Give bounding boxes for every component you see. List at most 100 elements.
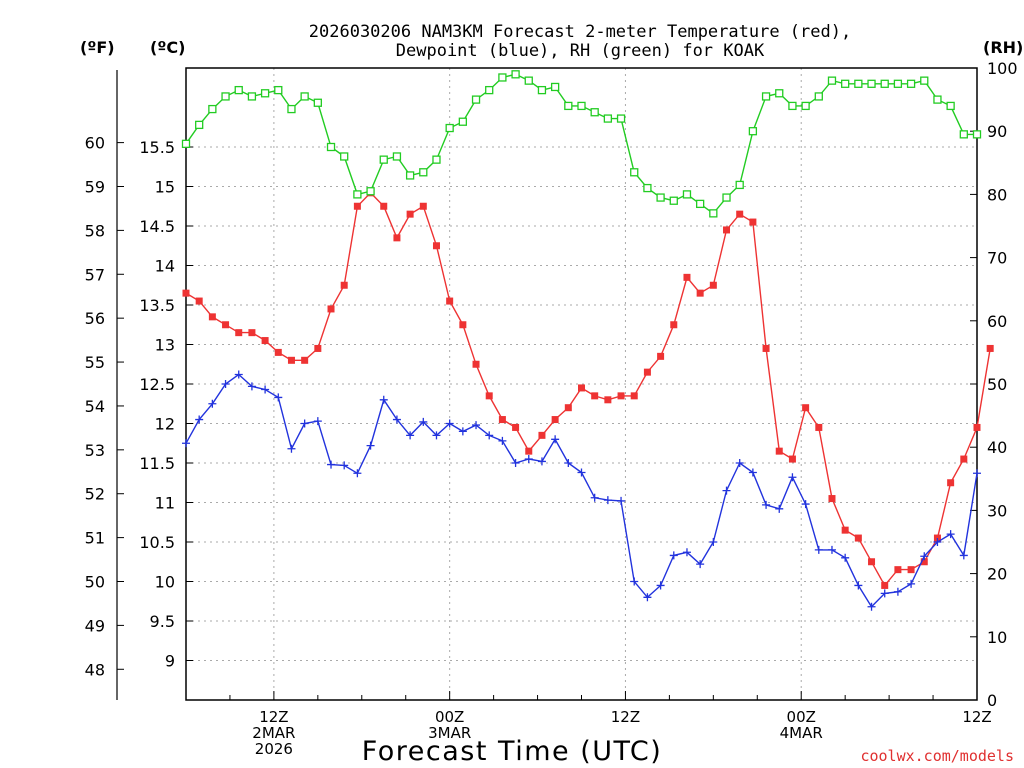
dewpoint-point xyxy=(959,551,968,560)
rh-point xyxy=(801,101,810,111)
temperature-point xyxy=(973,423,981,431)
dewpoint-point xyxy=(247,382,256,391)
rh-point xyxy=(696,199,705,209)
temperature-point xyxy=(578,384,585,392)
rh-point xyxy=(959,130,968,139)
fahrenheit-tick-label: 53 xyxy=(85,441,105,460)
dewpoint-series xyxy=(182,370,981,611)
rh-point xyxy=(669,196,678,205)
rh-point xyxy=(630,168,639,177)
fahrenheit-tick-label: 60 xyxy=(85,134,105,153)
temperature-point xyxy=(380,202,388,210)
fahrenheit-tick-label: 49 xyxy=(85,616,105,635)
fahrenheit-axis-unit: (ºF) xyxy=(80,38,115,57)
dewpoint-point xyxy=(366,441,375,450)
rh-point xyxy=(537,85,547,95)
rh-point xyxy=(709,209,718,218)
rh-point xyxy=(195,120,204,130)
dewpoint-point xyxy=(485,431,494,440)
rh-point xyxy=(313,98,322,107)
rh-point xyxy=(854,79,863,88)
temperature-point xyxy=(248,329,256,337)
temperature-series xyxy=(182,189,994,589)
dewpoint-point xyxy=(762,500,771,509)
rh-point xyxy=(405,171,415,180)
temperature-point xyxy=(340,281,348,289)
fahrenheit-tick-label: 54 xyxy=(85,397,105,416)
x-tick-label: 12Z xyxy=(611,708,640,726)
rh-tick-label: 90 xyxy=(987,122,1007,141)
temperature-point xyxy=(723,226,731,234)
x-tick-label: 2026 xyxy=(255,740,293,758)
dewpoint-point xyxy=(208,399,217,408)
temperature-point xyxy=(222,321,230,329)
celsius-tick-label: 9.5 xyxy=(150,612,175,631)
temperature-point xyxy=(815,423,823,431)
dewpoint-point xyxy=(564,459,573,467)
dewpoint-point xyxy=(827,545,836,554)
temperature-point xyxy=(314,344,322,352)
rh-point xyxy=(366,187,375,196)
dewpoint-point xyxy=(946,530,955,539)
rh-point xyxy=(656,193,665,202)
celsius-tick-label: 12.5 xyxy=(139,375,175,394)
rh-point xyxy=(300,92,309,101)
rh-point xyxy=(221,92,230,101)
rh-tick-label: 70 xyxy=(987,249,1007,268)
rh-tick-label: 60 xyxy=(987,312,1007,331)
rh-point xyxy=(432,155,441,164)
temperature-point xyxy=(670,321,678,329)
celsius-tick-label: 14.5 xyxy=(139,217,175,236)
temperature-point xyxy=(986,344,994,352)
rh-point xyxy=(485,85,494,95)
celsius-tick-label: 13.5 xyxy=(139,296,175,315)
rh-point xyxy=(775,89,784,98)
dewpoint-point xyxy=(920,552,929,561)
rh-point xyxy=(234,85,243,95)
dewpoint-point xyxy=(590,493,599,502)
temperature-point xyxy=(788,455,796,463)
celsius-tick-label: 10.5 xyxy=(139,533,175,552)
celsius-tick-label: 9 xyxy=(165,652,175,671)
temperature-point xyxy=(617,392,625,400)
rh-point xyxy=(458,117,468,126)
temperature-point xyxy=(828,495,836,503)
temperature-line xyxy=(185,191,991,587)
rh-point xyxy=(326,142,336,152)
x-tick-label: 12Z xyxy=(259,708,288,726)
dewpoint-point xyxy=(735,459,744,467)
dewpoint-point xyxy=(893,587,902,596)
rh-point xyxy=(933,95,942,104)
dewpoint-point xyxy=(498,436,507,445)
temperature-point xyxy=(920,558,928,566)
temperature-point xyxy=(485,392,493,400)
x-tick-label: 3MAR xyxy=(428,724,471,742)
fahrenheit-tick-label: 58 xyxy=(85,221,105,240)
rh-point xyxy=(748,127,758,136)
celsius-tick-label: 15.5 xyxy=(139,138,175,157)
dewpoint-point xyxy=(748,468,757,477)
rh-point xyxy=(550,82,560,92)
temperature-point xyxy=(907,566,915,574)
temperature-point xyxy=(762,344,770,352)
dewpoint-point xyxy=(841,553,850,562)
dewpoint-point xyxy=(406,431,415,440)
dewpoint-line xyxy=(185,373,978,608)
dewpoint-point xyxy=(643,593,652,602)
temperature-point xyxy=(353,202,361,210)
temperature-point xyxy=(327,305,335,313)
rh-point xyxy=(419,168,428,177)
dewpoint-point xyxy=(551,435,560,444)
temperature-point xyxy=(881,581,889,589)
dewpoint-point xyxy=(577,468,586,477)
dewpoint-point xyxy=(669,551,678,560)
dewpoint-point xyxy=(854,581,863,590)
dewpoint-point xyxy=(788,473,797,482)
rh-point xyxy=(906,79,916,88)
temperature-point xyxy=(894,566,902,574)
dewpoint-point xyxy=(907,579,916,588)
temperature-point xyxy=(868,558,876,566)
rh-tick-label: 50 xyxy=(987,375,1007,394)
rh-point xyxy=(379,155,388,164)
rh-series xyxy=(181,70,982,218)
